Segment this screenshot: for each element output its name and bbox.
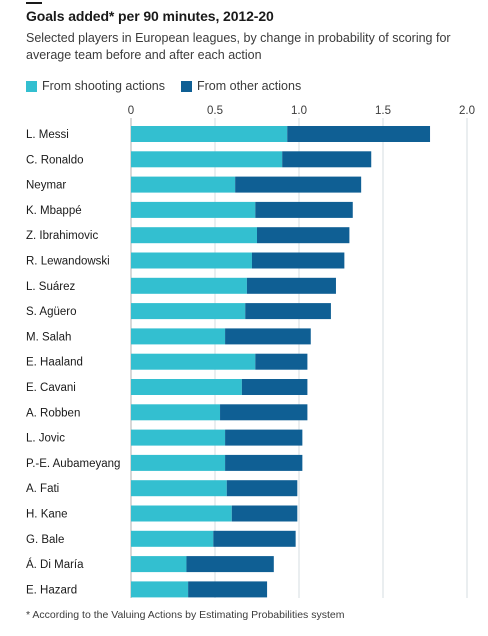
bar-other-actions xyxy=(225,454,303,471)
bar-shooting-actions xyxy=(131,556,187,573)
bar-other-actions xyxy=(287,126,431,142)
category-label: L. Messi xyxy=(26,129,69,141)
title-rule xyxy=(26,2,42,4)
legend-swatch-other xyxy=(180,80,192,92)
bar-shooting-actions xyxy=(131,353,256,370)
bar-other-actions xyxy=(235,176,362,193)
bar-shooting-actions xyxy=(131,227,257,244)
bar-shooting-actions xyxy=(131,379,242,395)
legend-swatch-shooting xyxy=(26,80,37,92)
category-label: Á. Di María xyxy=(26,558,84,571)
bar-other-actions xyxy=(225,328,311,345)
category-label: P.-E. Aubameyang xyxy=(26,458,120,470)
bar-other-actions xyxy=(213,530,296,547)
bar-other-actions xyxy=(257,227,350,244)
bar-shooting-actions xyxy=(131,303,246,320)
category-label: Z. Ibrahimovic xyxy=(26,230,98,242)
category-label: Neymar xyxy=(26,180,66,192)
legend-label-other: From other actions xyxy=(196,79,302,93)
bar-other-actions xyxy=(241,379,308,395)
bar-other-actions xyxy=(231,505,298,522)
x-tick-label: 0 xyxy=(128,105,134,117)
x-tick-label: 2.0 xyxy=(459,105,475,117)
bar-shooting-actions xyxy=(131,151,283,168)
bar-other-actions xyxy=(282,151,372,168)
bar-other-actions xyxy=(188,581,268,598)
category-label: H. Kane xyxy=(26,509,68,521)
footnote: * According to the Valuing Actions by Es… xyxy=(26,609,345,621)
x-tick-label: 1.0 xyxy=(291,105,307,117)
bar-other-actions xyxy=(251,252,345,269)
category-label: E. Haaland xyxy=(26,357,83,369)
legend: From shooting actions From other actions xyxy=(26,79,317,93)
category-label: A. Fati xyxy=(26,483,59,495)
category-label: C. Ronaldo xyxy=(26,154,84,166)
bar-shooting-actions xyxy=(131,404,221,421)
category-label: L. Jovic xyxy=(26,433,65,445)
chart-subtitle: Selected players in European leagues, by… xyxy=(26,31,451,62)
bar-shooting-actions xyxy=(131,252,252,269)
legend-label-shooting: From shooting actions xyxy=(42,79,165,93)
chart-title: Goals added* per 90 minutes, 2012-20 xyxy=(26,8,274,24)
bar-shooting-actions xyxy=(131,126,288,142)
legend-item-shooting: From shooting actions xyxy=(26,79,165,93)
bar-shooting-actions xyxy=(131,454,226,471)
category-label: M. Salah xyxy=(26,331,71,343)
category-label: A. Robben xyxy=(26,407,80,419)
category-label: L. Suárez xyxy=(26,281,75,293)
bar-other-actions xyxy=(255,353,308,370)
bar-shooting-actions xyxy=(131,328,226,345)
bar-other-actions xyxy=(245,303,331,320)
x-tick-label: 0.5 xyxy=(207,105,223,117)
bar-other-actions xyxy=(220,404,308,421)
bar-shooting-actions xyxy=(131,581,189,598)
category-label: E. Hazard xyxy=(26,584,77,596)
bar-shooting-actions xyxy=(131,176,236,193)
x-tick-label: 1.5 xyxy=(375,105,391,117)
category-label: G. Bale xyxy=(26,534,64,546)
category-label: R. Lewandowski xyxy=(26,256,110,268)
bar-shooting-actions xyxy=(131,429,226,446)
category-label: S. Agüero xyxy=(26,306,77,318)
bar-shooting-actions xyxy=(131,505,232,522)
category-label: E. Cavani xyxy=(26,382,76,394)
bar-shooting-actions xyxy=(131,277,247,294)
bar-other-actions xyxy=(225,429,303,446)
bar-other-actions xyxy=(255,201,353,218)
bar-shooting-actions xyxy=(131,480,227,497)
bar-other-actions xyxy=(186,556,274,573)
legend-item-other: From other actions xyxy=(180,79,302,93)
bar-shooting-actions xyxy=(131,201,256,218)
category-label: K. Mbappé xyxy=(26,205,82,217)
bar-other-actions xyxy=(246,277,336,294)
bar-shooting-actions xyxy=(131,530,214,547)
bar-other-actions xyxy=(226,480,298,497)
